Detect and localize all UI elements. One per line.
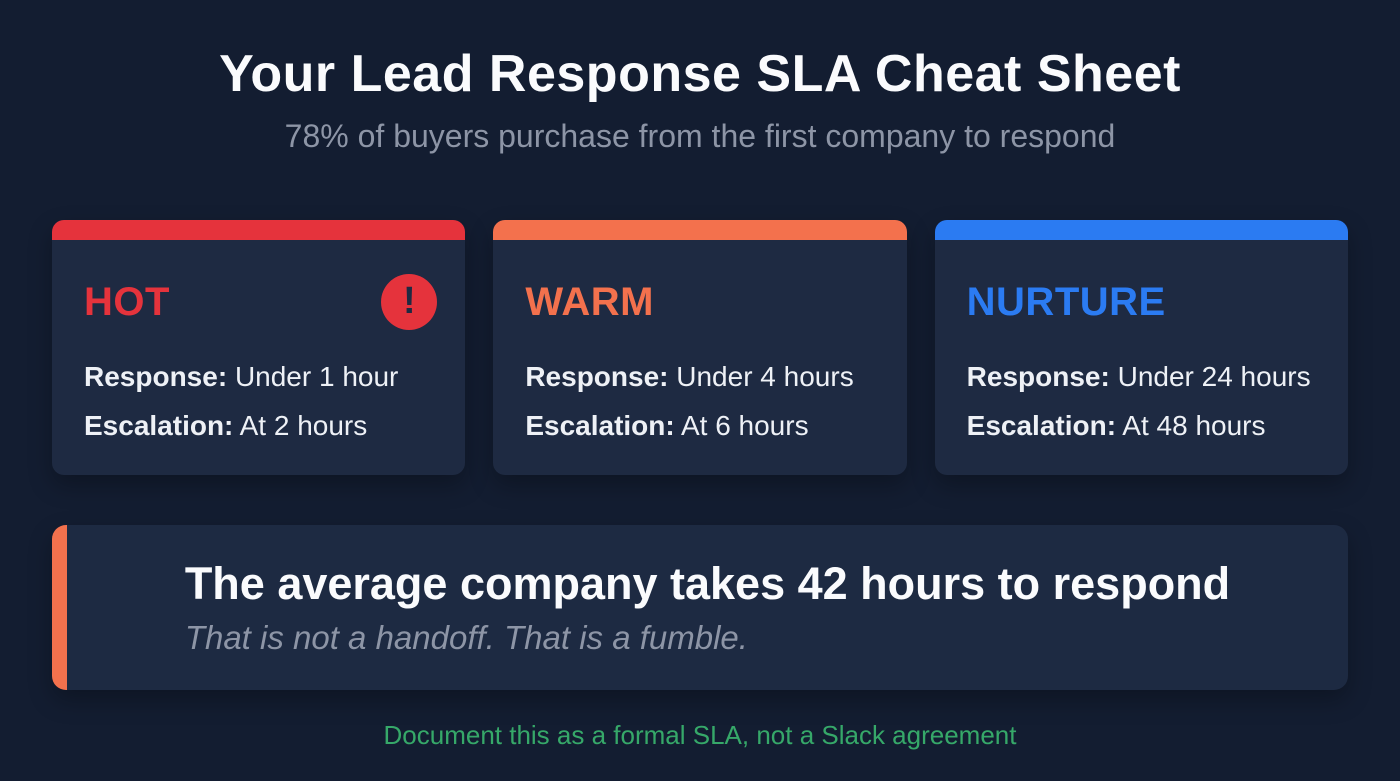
card-nurture-title: NURTURE <box>966 279 1166 324</box>
response-label: Response: <box>525 361 669 392</box>
card-hot-header: HOT ! <box>84 274 438 330</box>
escalation-label: Escalation: <box>525 410 675 441</box>
escalation-label: Escalation: <box>84 410 234 441</box>
footer-note: Document this as a formal SLA, not a Sla… <box>383 720 1017 750</box>
response-value: Under 4 hours <box>676 361 854 392</box>
card-warm-title: WARM <box>525 279 654 324</box>
card-warm-header: WARM <box>525 274 878 330</box>
page-subtitle: 78% of buyers purchase from the first co… <box>284 118 1116 154</box>
card-nurture-header: NURTURE <box>967 274 1320 330</box>
card-hot-title: HOT <box>84 279 170 324</box>
escalation-value: At 6 hours <box>680 410 809 441</box>
callout-content: The average company takes 42 hours to re… <box>185 558 1230 658</box>
response-label: Response: <box>84 361 228 392</box>
escalation-value: At 48 hours <box>1122 410 1266 441</box>
card-hot-body: HOT ! Response: Under 1 hour Escalation:… <box>52 240 465 443</box>
card-warm: WARM Response: Under 4 hours Escalation:… <box>493 220 907 475</box>
card-nurture-accent-bar <box>934 220 1348 240</box>
escalation-value: At 2 hours <box>239 410 368 441</box>
callout-subtext: That is not a handoff. That is a fumble. <box>184 618 748 656</box>
header: Your Lead Response SLA Cheat Sheet 78% o… <box>0 0 1400 156</box>
card-warm-response-row: Response: Under 4 hours <box>525 360 878 394</box>
card-nurture-body: NURTURE Response: Under 24 hours Escalat… <box>935 240 1348 443</box>
card-nurture-response-row: Response: Under 24 hours <box>967 360 1320 394</box>
card-warm-accent-bar <box>493 220 907 240</box>
card-hot-response-row: Response: Under 1 hour <box>84 360 437 394</box>
card-hot: HOT ! Response: Under 1 hour Escalation:… <box>52 220 466 475</box>
card-hot-accent-bar <box>52 220 466 240</box>
callout: The average company takes 42 hours to re… <box>52 525 1348 690</box>
alert-icon: ! <box>381 274 438 330</box>
callout-heading: The average company takes 42 hours to re… <box>184 557 1231 609</box>
tier-cards: HOT ! Response: Under 1 hour Escalation:… <box>52 220 1348 475</box>
response-value: Under 24 hours <box>1117 361 1311 392</box>
card-warm-escalation-row: Escalation: At 6 hours <box>525 409 878 443</box>
card-warm-body: WARM Response: Under 4 hours Escalation:… <box>493 240 906 443</box>
card-hot-escalation-row: Escalation: At 2 hours <box>84 409 437 443</box>
response-value: Under 1 hour <box>234 361 399 392</box>
escalation-label: Escalation: <box>966 410 1117 441</box>
page-title: Your Lead Response SLA Cheat Sheet <box>219 45 1181 103</box>
card-nurture-escalation-row: Escalation: At 48 hours <box>967 409 1320 443</box>
footer: Document this as a formal SLA, not a Sla… <box>0 720 1400 751</box>
alert-icon-glyph: ! <box>403 280 416 322</box>
response-label: Response: <box>966 361 1110 392</box>
card-nurture: NURTURE Response: Under 24 hours Escalat… <box>934 220 1348 475</box>
